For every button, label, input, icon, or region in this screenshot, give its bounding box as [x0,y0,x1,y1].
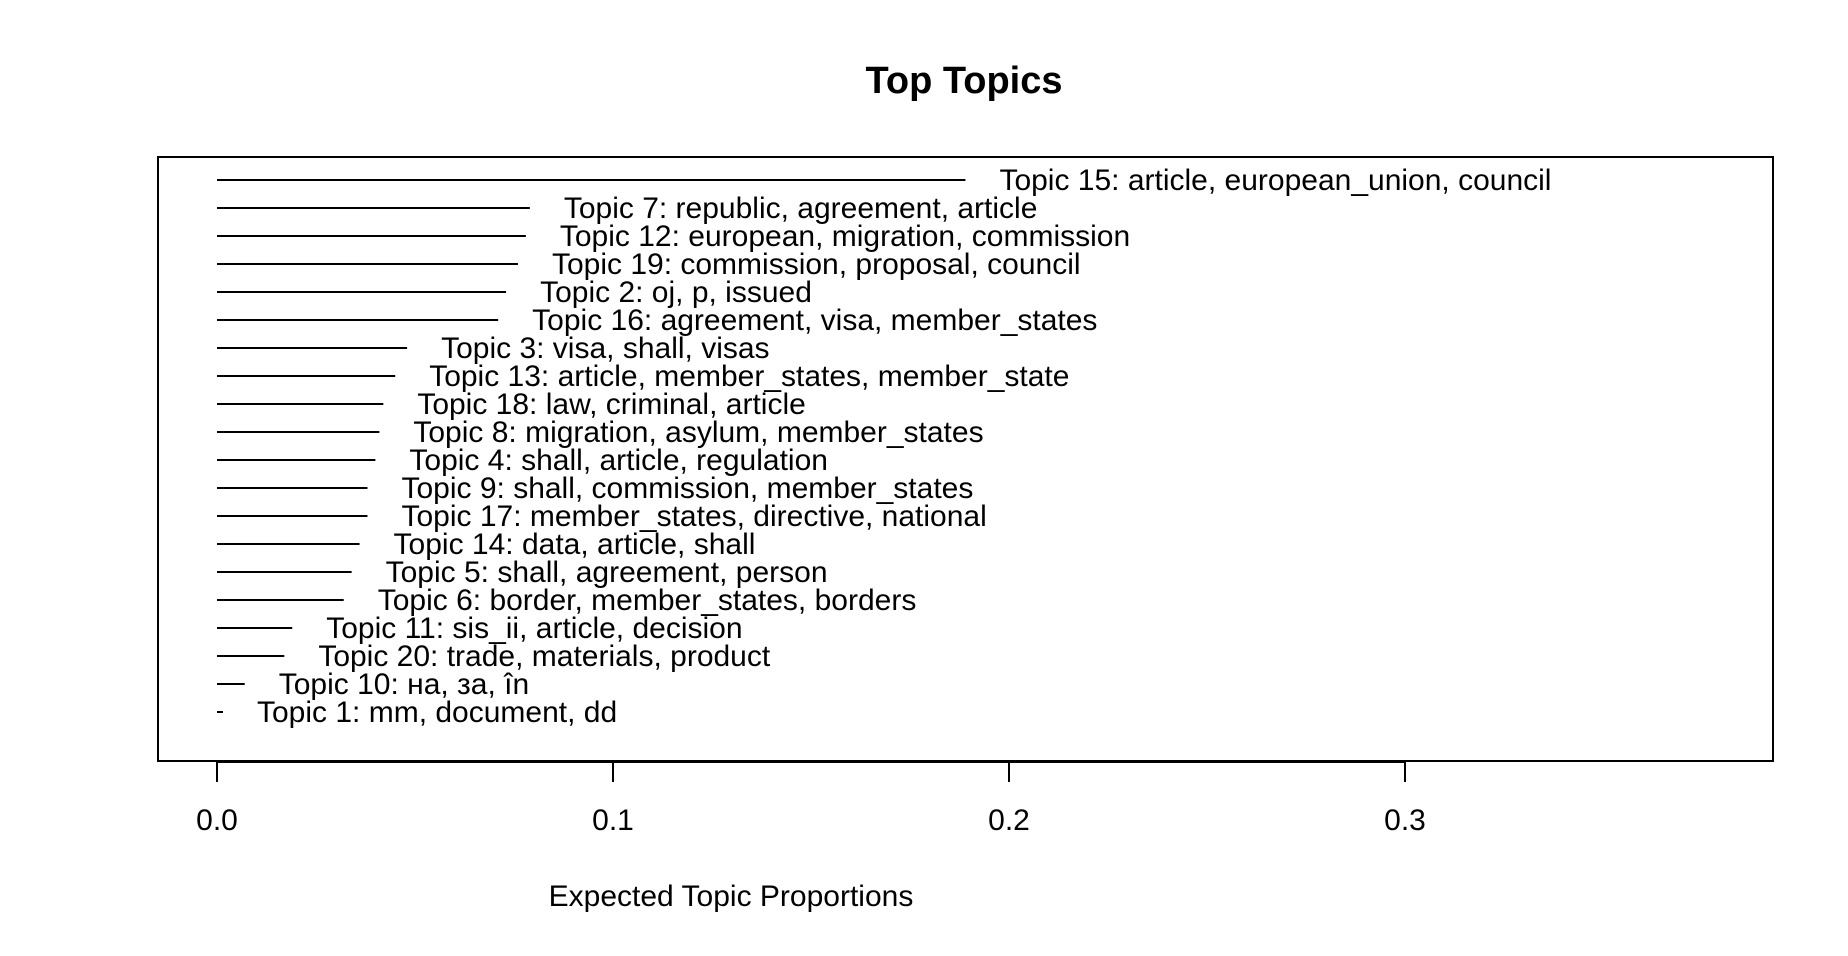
topic-label: Topic 10: на, за, în [279,668,529,701]
x-axis-label: Expected Topic Proportions [549,880,914,913]
topic-label: Topic 1: mm, document, dd [257,696,617,729]
topic-label: Topic 14: data, article, shall [394,528,756,561]
topic-label: Topic 3: visa, shall, visas [441,332,769,365]
topic-label: Topic 19: commission, proposal, council [552,248,1081,281]
x-axis-ticks: 0.0 0.1 0.2 0.3 [196,762,1426,837]
topic-label: Topic 18: law, criminal, article [417,388,805,421]
x-tick-label: 0.3 [1384,804,1426,837]
x-tick-label: 0.0 [196,804,238,837]
chart-title: Top Topics [865,60,1062,102]
topic-label: Topic 11: sis_ii, article, decision [326,612,742,645]
topic-label: Topic 2: oj, p, issued [540,276,812,309]
topic-label: Topic 17: member_states, directive, nati… [401,500,986,533]
topic-label: Topic 13: article, member_states, member… [429,360,1069,393]
x-tick-label: 0.2 [988,804,1030,837]
topic-label: Topic 9: shall, commission, member_state… [401,472,973,505]
topic-label: Topic 16: agreement, visa, member_states [532,304,1097,337]
x-tick-label: 0.1 [592,804,634,837]
topic-label: Topic 12: european, migration, commissio… [560,220,1130,253]
topic-label: Topic 15: article, european_union, counc… [999,164,1551,197]
topic-label: Topic 20: trade, materials, product [318,640,771,673]
topic-bars [217,179,966,713]
topic-label: Topic 4: shall, article, regulation [409,444,828,477]
topic-label: Topic 7: republic, agreement, article [564,192,1038,225]
topic-label: Topic 5: shall, agreement, person [386,556,828,589]
topic-label: Topic 8: migration, asylum, member_state… [413,416,983,449]
topic-labels: Topic 15: article, european_union, counc… [257,164,1551,729]
topic-label: Topic 6: border, member_states, borders [378,584,917,617]
